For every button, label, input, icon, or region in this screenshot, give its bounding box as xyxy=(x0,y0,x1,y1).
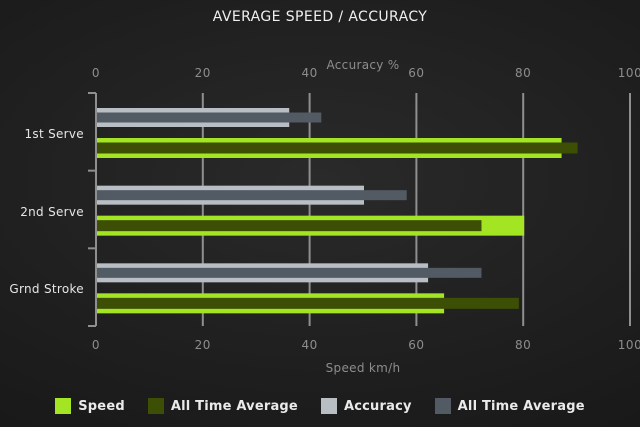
top-axis-tick: 0 xyxy=(91,66,101,80)
legend-item-speed: Speed xyxy=(55,398,125,414)
bottom-axis-tick: 0 xyxy=(91,338,101,352)
y-axis-tick xyxy=(88,325,96,327)
gridline xyxy=(629,93,631,326)
bottom-axis-tick: 20 xyxy=(194,338,211,352)
top-axis-tick: 100 xyxy=(617,66,640,80)
y-axis-line xyxy=(95,93,97,326)
bar-accuracy-all-time-average-grnd-stroke xyxy=(97,267,482,278)
category-label-grnd-stroke: Grnd Stroke xyxy=(9,282,84,297)
legend-label: Accuracy xyxy=(343,398,412,414)
legend-label: All Time Average xyxy=(170,398,298,414)
top-axis-tick: 20 xyxy=(194,66,211,80)
gridline xyxy=(308,93,311,326)
legend: Speed All Time Average Accuracy All Time Av… xyxy=(0,398,640,414)
bar-speed-all-time-average-grnd-stroke xyxy=(97,297,519,309)
legend-item-accuracy: Accuracy xyxy=(320,398,412,414)
bottom-axis-tick: 80 xyxy=(515,338,532,352)
top-axis-tick: 80 xyxy=(515,66,532,80)
bottom-axis-label: Speed km/h xyxy=(325,361,401,375)
legend-item-all-time-average: All Time Average xyxy=(147,398,298,414)
category-label-2nd-serve: 2nd Serve xyxy=(20,204,84,219)
legend-item-all-time-average: All Time Average xyxy=(434,398,585,414)
legend-label: All Time Average xyxy=(457,398,585,414)
legend-swatch-speed xyxy=(55,398,72,414)
bottom-axis-tick: 40 xyxy=(301,338,318,352)
bar-speed-all-time-average-1st-serve xyxy=(97,142,578,154)
bar-speed-all-time-average-2nd-serve xyxy=(97,220,482,232)
bar-accuracy-all-time-average-1st-serve xyxy=(97,112,322,123)
legend-swatch-all-time-average xyxy=(434,398,451,414)
bottom-axis-tick: 60 xyxy=(408,338,425,352)
gridline xyxy=(201,93,204,326)
category-label-1st-serve: 1st Serve xyxy=(24,126,84,141)
y-axis-tick xyxy=(88,247,96,250)
top-axis-label: Accuracy % xyxy=(326,58,400,72)
chart-title: AVERAGE SPEED / ACCURACY xyxy=(212,9,428,25)
y-axis-tick xyxy=(88,169,96,172)
gridline xyxy=(415,93,418,326)
y-axis-tick xyxy=(88,92,96,94)
legend-swatch-accuracy xyxy=(320,398,337,414)
bottom-axis-tick: 100 xyxy=(617,338,640,352)
bar-accuracy-all-time-average-2nd-serve xyxy=(97,190,407,201)
legend-swatch-all-time-average xyxy=(147,398,164,414)
top-axis-tick: 40 xyxy=(301,66,318,80)
gridline xyxy=(522,93,525,326)
legend-label: Speed xyxy=(78,398,125,414)
top-axis-tick: 60 xyxy=(408,66,425,80)
